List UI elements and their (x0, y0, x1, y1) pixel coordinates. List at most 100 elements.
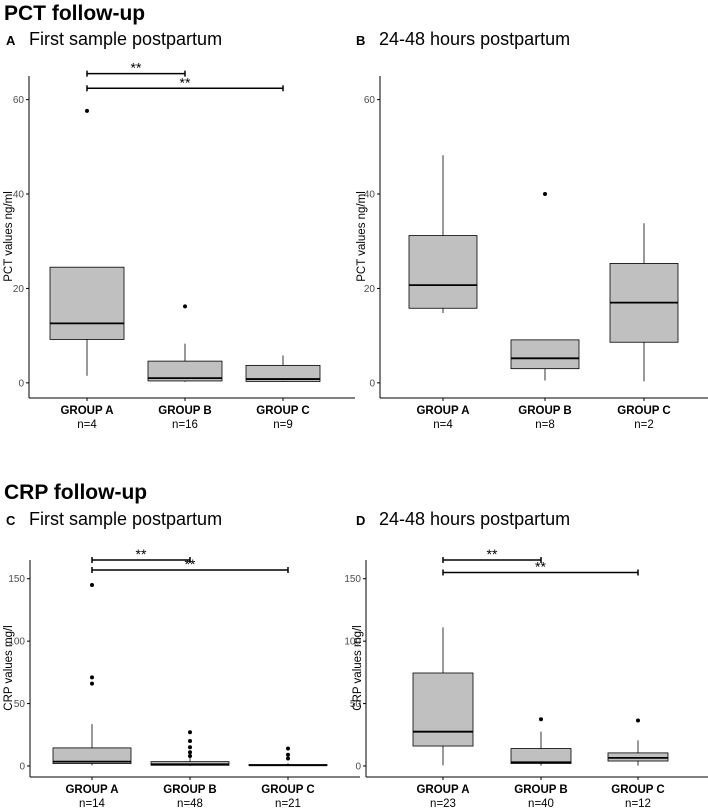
panel-d-count-label: n=23 (430, 798, 456, 810)
outlier-point (188, 754, 192, 759)
crp-section-title: CRP follow-up (4, 481, 148, 504)
panel-d-letter: D (356, 513, 366, 528)
panel-d-title: 24-48 hours postpartum (379, 509, 571, 529)
panel-a-box-1 (49, 108, 125, 376)
significance-label: ** (185, 556, 196, 572)
outlier-point (286, 752, 290, 757)
panel-b-count-label: n=4 (433, 419, 453, 431)
panel-a-letter: A (6, 33, 16, 48)
box-iqr (412, 672, 474, 747)
panel-a-box-2 (147, 304, 223, 382)
panel-b-ylabel: PCT values ng/ml (356, 191, 368, 282)
panel-d-box-2 (510, 717, 572, 766)
box-iqr (245, 364, 321, 382)
panel-b-title: 24-48 hours postpartum (379, 29, 571, 49)
panel-d-ytick-label: 0 (355, 762, 361, 773)
outlier-point (188, 745, 192, 750)
panel-a-title: First sample postpartum (29, 29, 223, 49)
panel-d-count-label: n=40 (528, 798, 554, 810)
outlier-point (188, 750, 192, 755)
panel-a-significance-bracket: ** (86, 74, 284, 92)
panel-c-ylabel: CRP values mg/l (3, 625, 15, 710)
panel-c-ytick-label: 0 (19, 762, 25, 773)
panel-d-ytick-label: 100 (344, 637, 361, 648)
panel-c-significance-bracket: ** (91, 546, 191, 563)
panel-a-ytick-label: 40 (13, 190, 25, 201)
panel-a-category-label: GROUP C (256, 405, 309, 417)
panel-c-box-2 (150, 730, 230, 766)
panel-b-count-label: n=8 (535, 419, 555, 431)
panel-b-ytick-label: 40 (364, 190, 376, 201)
outlier-point (543, 192, 547, 197)
box-iqr (408, 235, 478, 309)
panel-c-category-label: GROUP C (261, 784, 314, 796)
outlier-point (286, 746, 290, 751)
panel-c-category-label: GROUP A (65, 784, 118, 796)
panel-b-ytick-label: 0 (369, 378, 375, 389)
panel-c-ytick-label: 100 (8, 637, 25, 648)
box-iqr (147, 360, 223, 382)
panel-b-ytick-label: 20 (364, 284, 376, 295)
significance-label: ** (131, 60, 142, 76)
box-iqr (510, 748, 572, 764)
panel-d-significance-bracket: ** (442, 558, 639, 576)
panel-d-category-label: GROUP C (611, 784, 664, 796)
outlier-point (188, 739, 192, 744)
panel-b-ytick-label: 60 (364, 95, 376, 106)
panel-b-category-label: GROUP C (617, 405, 670, 417)
panel-c-box-1 (52, 582, 132, 766)
panel-a-count-label: n=4 (77, 419, 97, 431)
panel-c-category-label: GROUP B (163, 784, 216, 796)
panel-a-significance-bracket: ** (86, 60, 186, 77)
panel-c-count-label: n=14 (79, 798, 106, 810)
panel-c-ytick-label: 150 (8, 574, 25, 585)
box-iqr (607, 752, 669, 762)
panel-a-box-3 (245, 355, 321, 382)
significance-label: ** (535, 558, 546, 574)
panel-a-ytick-label: 20 (13, 284, 25, 295)
panel-a-category-label: GROUP B (158, 405, 211, 417)
panel-b-category-label: GROUP A (416, 405, 469, 417)
significance-label: ** (180, 74, 191, 90)
panel-a-ytick-label: 0 (18, 378, 24, 389)
outlier-point (90, 681, 94, 686)
panel-c-box-3 (248, 746, 328, 767)
panel-b-box-3 (609, 223, 679, 382)
box-iqr (52, 747, 132, 764)
significance-label: ** (136, 546, 147, 562)
panel-d-box-3 (607, 718, 669, 766)
box-iqr (510, 339, 580, 370)
outlier-point (85, 108, 89, 113)
panel-b-box-2 (510, 192, 580, 381)
panel-d-ylabel: CRP values mg/l (352, 625, 364, 710)
panel-b-category-label: GROUP B (518, 405, 571, 417)
panel-b-letter: B (356, 33, 366, 48)
panel-a-category-label: GROUP A (60, 405, 113, 417)
panel-d-count-label: n=12 (625, 798, 651, 810)
outlier-point (286, 756, 290, 761)
panel-c-ytick-label: 50 (14, 699, 26, 710)
panel-a-ylabel: PCT values ng/ml (3, 191, 15, 282)
outlier-point (636, 718, 640, 723)
panel-c-count-label: n=21 (275, 798, 301, 810)
panel-d-significance-bracket: ** (442, 546, 542, 563)
panel-c-count-label: n=48 (177, 798, 203, 810)
panel-b-box-1 (408, 155, 478, 313)
significance-label: ** (487, 546, 498, 562)
pct-section-title: PCT follow-up (4, 2, 146, 25)
outlier-point (188, 730, 192, 735)
panel-d-category-label: GROUP B (514, 784, 567, 796)
outlier-point (183, 304, 187, 309)
panel-a-count-label: n=16 (172, 419, 198, 431)
box-iqr (49, 266, 125, 340)
outlier-point (539, 717, 543, 722)
panel-c-title: First sample postpartum (29, 509, 223, 529)
outlier-point (90, 582, 94, 587)
panel-a-count-label: n=9 (273, 419, 293, 431)
panel-d-category-label: GROUP A (416, 784, 469, 796)
panel-c-letter: C (6, 513, 16, 528)
